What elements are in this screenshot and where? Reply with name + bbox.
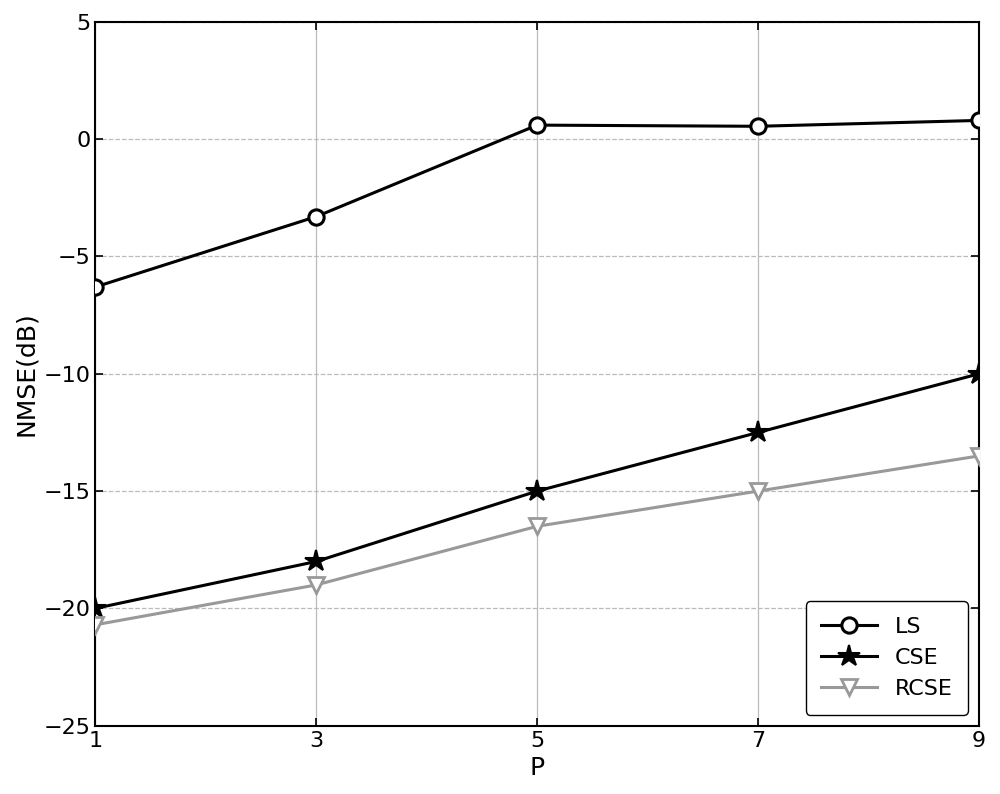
LS — [531, 121, 543, 130]
LS — [310, 212, 322, 222]
Line: RCSE: RCSE — [87, 448, 987, 633]
CSE — [531, 487, 543, 496]
RCSE — [531, 522, 543, 531]
LS — [973, 116, 985, 125]
LS — [89, 282, 101, 291]
Legend: LS, CSE, RCSE: LS, CSE, RCSE — [806, 601, 968, 715]
Y-axis label: NMSE(dB): NMSE(dB) — [14, 311, 38, 436]
RCSE — [973, 451, 985, 461]
CSE — [973, 369, 985, 379]
CSE — [310, 557, 322, 566]
RCSE — [310, 580, 322, 590]
CSE — [89, 603, 101, 613]
RCSE — [752, 487, 764, 496]
RCSE — [89, 620, 101, 630]
Line: LS: LS — [88, 113, 987, 295]
CSE — [752, 428, 764, 437]
X-axis label: P: P — [530, 756, 545, 781]
Line: CSE: CSE — [84, 363, 990, 619]
LS — [752, 121, 764, 131]
